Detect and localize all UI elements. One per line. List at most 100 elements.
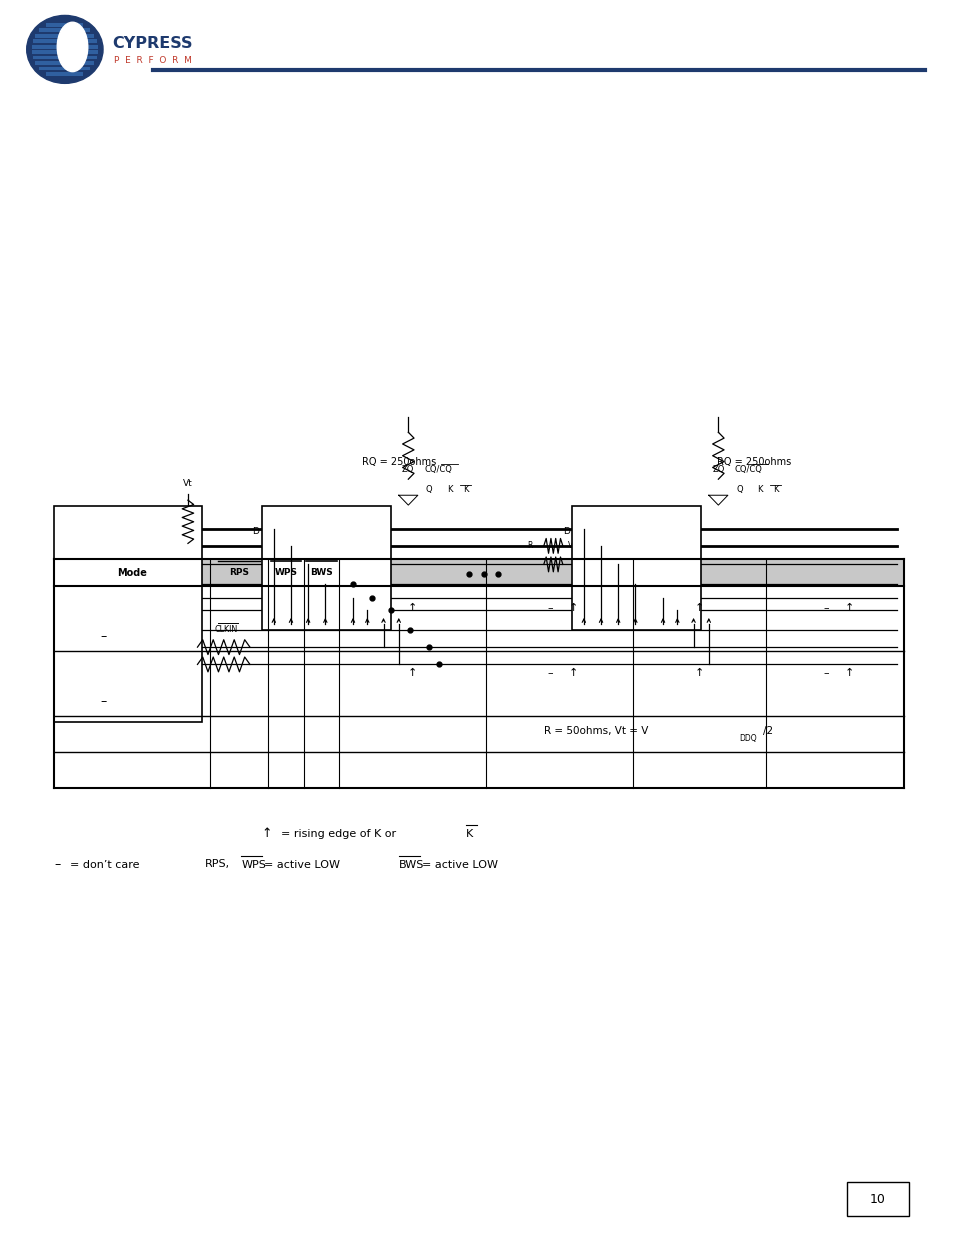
Text: CQ/CQ: CQ/CQ — [362, 547, 386, 552]
Text: ↑: ↑ — [569, 603, 578, 613]
Text: –: – — [54, 858, 61, 871]
Text: K: K — [691, 584, 696, 589]
Text: 10: 10 — [869, 1193, 884, 1205]
Text: A: A — [269, 541, 274, 546]
Text: /2: /2 — [762, 726, 773, 736]
Bar — [268, 559, 303, 585]
Ellipse shape — [57, 22, 88, 72]
Text: Q: Q — [380, 566, 386, 571]
Polygon shape — [708, 495, 727, 505]
Text: CQ/CQ: CQ/CQ — [672, 547, 696, 552]
Text: R: R — [168, 516, 173, 526]
Text: BWS: BWS — [179, 605, 197, 615]
Text: WPS: WPS — [241, 860, 266, 869]
Text: RPS: RPS — [578, 561, 593, 566]
Text: = active LOW: = active LOW — [264, 860, 340, 869]
Text: K: K — [772, 484, 778, 494]
Text: Source K: Source K — [162, 642, 197, 652]
Text: –: – — [547, 603, 552, 613]
Bar — [303, 559, 339, 585]
Bar — [32, 56, 97, 59]
Text: ↑: ↑ — [569, 668, 578, 678]
Ellipse shape — [27, 16, 103, 84]
Text: BWS: BWS — [310, 568, 333, 577]
Text: WPS: WPS — [269, 580, 285, 585]
Text: DATA IN: DATA IN — [166, 524, 197, 534]
Text: Vt: Vt — [183, 479, 193, 488]
Text: Q: Q — [736, 484, 741, 494]
Text: SRAM #1: SRAM #1 — [289, 519, 338, 529]
Bar — [47, 73, 83, 77]
Text: K: K — [462, 484, 468, 494]
Text: ↑: ↑ — [695, 603, 703, 613]
Text: RPS: RPS — [182, 579, 197, 589]
Text: WPS: WPS — [274, 568, 297, 577]
Text: ↑: ↑ — [408, 668, 416, 678]
Bar — [35, 62, 94, 65]
Text: RPS: RPS — [229, 568, 249, 577]
Text: R = 50ohms, Vt = V: R = 50ohms, Vt = V — [543, 726, 647, 736]
Bar — [31, 44, 98, 48]
Bar — [31, 51, 98, 54]
Text: –: – — [822, 603, 828, 613]
Text: K: K — [447, 484, 453, 494]
Bar — [35, 33, 94, 37]
Bar — [39, 28, 91, 32]
Text: K: K — [381, 603, 386, 608]
Text: K: K — [381, 584, 386, 589]
Text: Vt: Vt — [567, 541, 576, 551]
Text: ZQ: ZQ — [685, 529, 696, 534]
Polygon shape — [398, 495, 417, 505]
Text: DDQ: DDQ — [739, 734, 756, 743]
Bar — [262, 506, 391, 630]
Text: K: K — [465, 829, 473, 839]
Text: RQ = 250ohms: RQ = 250ohms — [716, 457, 790, 467]
Text: Address: Address — [165, 559, 197, 569]
Text: D: D — [562, 526, 569, 536]
Bar — [54, 506, 202, 722]
Text: SRAM #4: SRAM #4 — [598, 519, 648, 529]
Text: CLKIN: CLKIN — [214, 625, 237, 635]
Text: Q: Q — [426, 484, 432, 494]
Text: = don’t care: = don’t care — [70, 860, 139, 869]
Text: D: D — [253, 526, 259, 536]
Text: = active LOW: = active LOW — [421, 860, 497, 869]
Text: WPS: WPS — [578, 580, 595, 585]
Text: A: A — [578, 541, 583, 546]
Text: RPS: RPS — [269, 561, 283, 566]
Text: BWS: BWS — [269, 600, 285, 605]
Text: CLKIN/: CLKIN/ — [172, 625, 197, 635]
Text: BWS: BWS — [398, 860, 424, 869]
Bar — [39, 67, 91, 70]
Text: ↑: ↑ — [844, 668, 854, 678]
Text: ZQ: ZQ — [402, 464, 414, 474]
Text: –: – — [100, 630, 107, 642]
Text: BWS: BWS — [578, 600, 595, 605]
Bar — [846, 1182, 908, 1216]
Text: CYPRESS: CYPRESS — [112, 36, 193, 51]
Text: RPS,: RPS, — [205, 860, 230, 869]
Text: ↑: ↑ — [695, 668, 703, 678]
Text: = rising edge of K or: = rising edge of K or — [281, 829, 396, 839]
Text: P  E  R  F  O  R  M: P E R F O R M — [114, 56, 193, 65]
Text: Source K: Source K — [162, 659, 197, 669]
Text: CQ/CQ: CQ/CQ — [734, 464, 762, 474]
Text: (CPU or ASIC): (CPU or ASIC) — [95, 629, 161, 638]
Text: –: – — [822, 668, 828, 678]
Text: ↑: ↑ — [408, 603, 416, 613]
Text: DATA OUT: DATA OUT — [157, 541, 197, 551]
Text: Mode: Mode — [117, 568, 147, 578]
Text: –: – — [100, 695, 107, 708]
Text: RQ = 250ohms: RQ = 250ohms — [361, 457, 436, 467]
Text: WPS: WPS — [179, 593, 197, 603]
Bar — [32, 40, 97, 43]
Text: ZQ: ZQ — [712, 464, 723, 474]
Bar — [572, 506, 700, 630]
Text: R: R — [526, 541, 532, 551]
Text: BUS  MASTER: BUS MASTER — [89, 613, 168, 622]
Text: ZQ: ZQ — [375, 529, 386, 534]
Text: ↑: ↑ — [261, 827, 273, 840]
Bar — [47, 23, 83, 27]
Bar — [54, 559, 903, 585]
Text: ↑: ↑ — [844, 603, 854, 613]
